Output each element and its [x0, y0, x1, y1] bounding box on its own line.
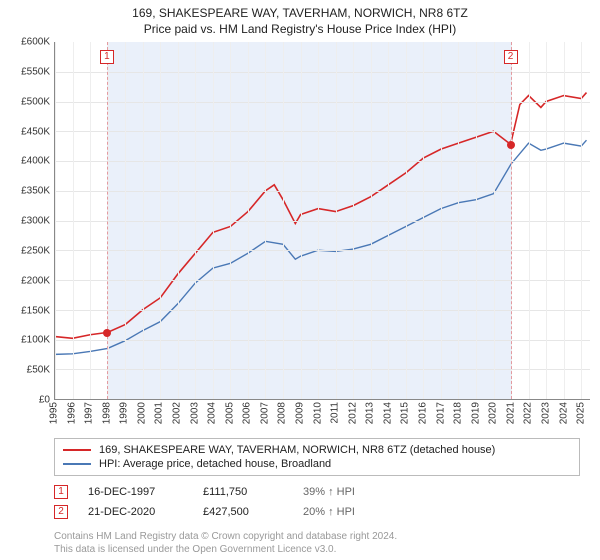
x-tick-label: 2003: [189, 402, 200, 424]
x-tick-label: 2009: [295, 402, 306, 424]
chart-card: 169, SHAKESPEARE WAY, TAVERHAM, NORWICH,…: [0, 0, 600, 560]
x-tick-label: 2001: [154, 402, 165, 424]
marker-badge: 2: [504, 50, 518, 64]
x-tick-label: 2015: [400, 402, 411, 424]
x-tick-label: 2012: [347, 402, 358, 424]
y-tick-label: £300K: [21, 216, 50, 227]
x-tick-label: 1999: [119, 402, 130, 424]
event-row: 1 16-DEC-1997 £111,750 39% ↑ HPI: [54, 482, 580, 502]
x-tick-label: 1998: [101, 402, 112, 424]
x-tick-label: 2013: [365, 402, 376, 424]
y-tick-label: £50K: [27, 365, 50, 376]
x-tick-label: 2017: [435, 402, 446, 424]
marker-vline: [107, 42, 108, 399]
y-tick-label: £600K: [21, 37, 50, 48]
event-badge: 1: [54, 485, 68, 499]
x-tick-label: 1997: [84, 402, 95, 424]
x-tick-label: 2006: [242, 402, 253, 424]
event-price: £111,750: [203, 486, 283, 498]
footer-line: Contains HM Land Registry data © Crown c…: [54, 530, 580, 543]
legend-item: HPI: Average price, detached house, Broa…: [63, 457, 571, 471]
event-list: 1 16-DEC-1997 £111,750 39% ↑ HPI 2 21-DEC-202…: [54, 482, 580, 522]
x-tick-label: 2019: [470, 402, 481, 424]
y-tick-label: £350K: [21, 186, 50, 197]
x-tick-label: 2005: [224, 402, 235, 424]
plot-area: 12: [54, 42, 590, 400]
x-tick-label: 1996: [66, 402, 77, 424]
legend-item: 169, SHAKESPEARE WAY, TAVERHAM, NORWICH,…: [63, 443, 571, 457]
x-tick-label: 2016: [418, 402, 429, 424]
y-tick-label: £500K: [21, 96, 50, 107]
series-line-price_paid: [55, 93, 586, 339]
x-tick-label: 2018: [453, 402, 464, 424]
x-tick-label: 2022: [523, 402, 534, 424]
footer-line: This data is licensed under the Open Gov…: [54, 543, 580, 556]
event-badge: 2: [54, 505, 68, 519]
x-axis: 1995199619971998199920002001200220032004…: [54, 400, 590, 430]
x-tick-label: 1995: [49, 402, 60, 424]
legend-label: 169, SHAKESPEARE WAY, TAVERHAM, NORWICH,…: [99, 444, 495, 456]
y-tick-label: £550K: [21, 66, 50, 77]
page-subtitle: Price paid vs. HM Land Registry's House …: [10, 22, 590, 36]
page-title: 169, SHAKESPEARE WAY, TAVERHAM, NORWICH,…: [10, 6, 590, 20]
legend-swatch: [63, 463, 91, 465]
legend-label: HPI: Average price, detached house, Broa…: [99, 458, 331, 470]
marker-dot: [507, 141, 515, 149]
event-date: 21-DEC-2020: [88, 506, 183, 518]
event-delta: 39% ↑ HPI: [303, 486, 355, 498]
x-tick-label: 2020: [488, 402, 499, 424]
x-tick-label: 2021: [505, 402, 516, 424]
y-tick-label: £150K: [21, 305, 50, 316]
event-row: 2 21-DEC-2020 £427,500 20% ↑ HPI: [54, 502, 580, 522]
series-line-hpi: [55, 140, 586, 354]
marker-vline: [511, 42, 512, 399]
y-tick-label: £200K: [21, 275, 50, 286]
y-tick-label: £400K: [21, 156, 50, 167]
chart-area: £0£50K£100K£150K£200K£250K£300K£350K£400…: [10, 42, 590, 400]
event-price: £427,500: [203, 506, 283, 518]
y-axis: £0£50K£100K£150K£200K£250K£300K£350K£400…: [10, 42, 54, 400]
x-tick-label: 2010: [312, 402, 323, 424]
footer-attribution: Contains HM Land Registry data © Crown c…: [54, 530, 580, 556]
x-tick-label: 2004: [207, 402, 218, 424]
x-tick-label: 2000: [136, 402, 147, 424]
x-tick-label: 2014: [382, 402, 393, 424]
legend: 169, SHAKESPEARE WAY, TAVERHAM, NORWICH,…: [54, 438, 580, 476]
marker-dot: [103, 329, 111, 337]
marker-badge: 1: [100, 50, 114, 64]
x-tick-label: 2025: [576, 402, 587, 424]
event-delta: 20% ↑ HPI: [303, 506, 355, 518]
x-tick-label: 2023: [541, 402, 552, 424]
x-tick-label: 2024: [558, 402, 569, 424]
x-tick-label: 2002: [172, 402, 183, 424]
y-tick-label: £250K: [21, 245, 50, 256]
x-tick-label: 2008: [277, 402, 288, 424]
y-tick-label: £100K: [21, 335, 50, 346]
event-date: 16-DEC-1997: [88, 486, 183, 498]
x-tick-label: 2007: [259, 402, 270, 424]
legend-swatch: [63, 449, 91, 451]
x-tick-label: 2011: [330, 402, 341, 424]
y-tick-label: £450K: [21, 126, 50, 137]
